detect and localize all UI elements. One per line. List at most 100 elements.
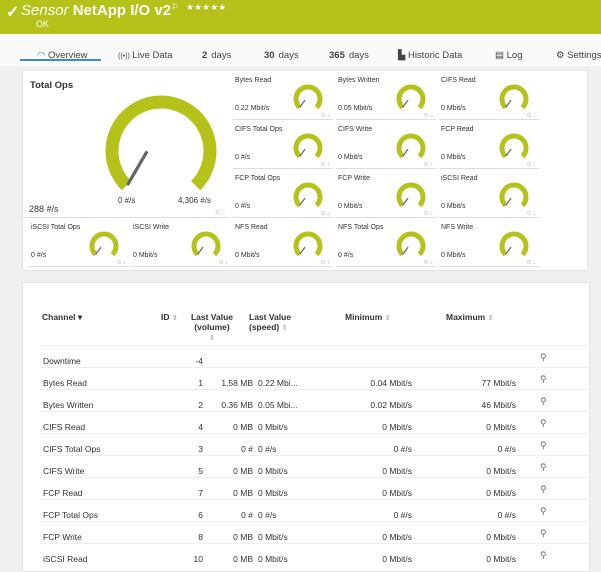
gauge-tile[interactable]: iSCSI Read 0 Mbit/s ⚙⊥ xyxy=(439,171,539,218)
gauge-name: FCP Read xyxy=(441,126,474,133)
table-row[interactable]: FCP Write 8 0 MB 0 Mbit/s 0 Mbit/s 0 Mbit/s ⚲ xyxy=(40,521,590,543)
gauge-needle xyxy=(299,197,306,206)
col-maximum[interactable]: Maximum ⇕ xyxy=(446,312,494,322)
cell: CIFS Read xyxy=(43,422,86,432)
gauge-needle xyxy=(197,246,204,255)
table-row[interactable]: Downtime -4 ⚲ xyxy=(40,345,590,367)
cell: 0 Mbit/s xyxy=(486,554,516,564)
gauge-value: 0 Mbit/s xyxy=(441,252,466,259)
channel-settings-icon[interactable]: ⚲ xyxy=(540,352,547,362)
cell: 0 Mbit/s xyxy=(258,488,288,498)
gauge-tile[interactable]: Bytes Written 0.05 Mbit/s ⚙⊥ xyxy=(336,73,436,120)
gauge-value: 0.05 Mbit/s xyxy=(338,105,373,112)
settings-pin-icon[interactable]: ⚙⊥ xyxy=(218,260,229,266)
settings-pin-icon[interactable]: ⚙⊥ xyxy=(320,162,331,168)
table-row[interactable]: FCP Total Ops 6 0 # 0 #/s 0 #/s 0 #/s ⚲ xyxy=(40,499,590,521)
gauge-tile[interactable]: NFS Total Ops 0 #/s ⚙⊥ xyxy=(336,220,436,267)
gauge-name: NFS Total Ops xyxy=(338,224,384,231)
gauge-tile[interactable]: FCP Read 0 Mbit/s ⚙⊥ xyxy=(439,122,539,169)
settings-pin-icon[interactable]: ⚙⊥ xyxy=(320,260,331,266)
channel-settings-icon[interactable]: ⚲ xyxy=(540,440,547,450)
settings-pin-icon[interactable]: ⚙⊥ xyxy=(116,260,127,266)
gauge-tile[interactable]: CIFS Read 0 Mbit/s ⚙⊥ xyxy=(439,73,539,120)
channel-settings-icon[interactable]: ⚲ xyxy=(540,396,547,406)
col-channel[interactable]: Channel ▾ xyxy=(42,312,83,322)
settings-pin-icon[interactable]: ⚙⊥ xyxy=(526,260,537,266)
settings-pin-icon[interactable]: ⚙⊥ xyxy=(320,211,331,217)
table-row[interactable]: CIFS Read 4 0 MB 0 Mbit/s 0 Mbit/s 0 Mbit/s ⚲ xyxy=(40,411,590,433)
tab-365-days[interactable]: 365 days xyxy=(329,50,369,61)
gauge-tile[interactable]: iSCSI Write 0 Mbit/s ⚙⊥ xyxy=(131,220,231,267)
main-gauge-max: 4,306 #/s xyxy=(178,196,211,205)
settings-pin-icon[interactable]: ⚙⊥ xyxy=(423,260,434,266)
table-row[interactable]: CIFS Total Ops 3 0 # 0 #/s 0 #/s 0 #/s ⚲ xyxy=(40,433,590,455)
gauge-arc xyxy=(89,231,119,257)
channel-settings-icon[interactable]: ⚲ xyxy=(540,374,547,384)
cell: 0.22 Mbi... xyxy=(258,378,298,388)
settings-pin-icon[interactable]: ⚙⊥ xyxy=(423,113,434,119)
tab-30-days[interactable]: 30 days xyxy=(264,50,299,61)
tab-settings[interactable]: ⚙ Settings xyxy=(556,50,601,61)
tab-log[interactable]: ▤ Log xyxy=(495,50,523,61)
priority-stars[interactable]: ★★★★★ xyxy=(186,2,227,12)
sort-icon: ⇕ xyxy=(171,315,178,322)
tab-overview[interactable]: ◠ Overview xyxy=(37,50,88,61)
gauge-needle xyxy=(505,148,512,157)
gauge-dial xyxy=(293,84,323,110)
cell: 0 Mbit/s xyxy=(258,554,288,564)
tab-historic-data[interactable]: ▙ Historic Data xyxy=(398,50,463,61)
gauge-tile[interactable]: Bytes Read 0.22 Mbit/s ⚙⊥ xyxy=(233,73,333,120)
col-minimum[interactable]: Minimum ⇕ xyxy=(345,312,391,322)
gauge-tile[interactable]: FCP Total Ops 0 #/s ⚙⊥ xyxy=(233,171,333,218)
gauge-tile[interactable]: CIFS Total Ops 0 #/s ⚙⊥ xyxy=(233,122,333,169)
col-last-value-speed[interactable]: Last Value (speed) ⇕ xyxy=(249,312,292,332)
settings-pin-icon[interactable]: ⚙⊥ xyxy=(526,113,537,119)
gauge-dial xyxy=(499,231,529,257)
gauge-name: Bytes Read xyxy=(235,77,272,84)
gauge-tile[interactable]: NFS Write 0 Mbit/s ⚙⊥ xyxy=(439,220,539,267)
settings-pin-icon[interactable]: ⚙⊥ xyxy=(215,210,226,216)
gauge-arc xyxy=(293,182,323,208)
table-row[interactable]: FCP Read 7 0 MB 0 Mbit/s 0 Mbit/s 0 Mbit/s ⚲ xyxy=(40,477,590,499)
col-id[interactable]: ID ⇕ xyxy=(161,312,178,322)
table-row[interactable]: iSCSI Read 10 0 MB 0 Mbit/s 0 Mbit/s 0 Mbit/s… xyxy=(40,543,590,565)
main-gauge[interactable]: Total Ops 288 #/s 0 #/s 4,306 #/s ⚙⊥ xyxy=(23,71,229,218)
channel-settings-icon[interactable]: ⚲ xyxy=(540,462,547,472)
gauge-value: 0 Mbit/s xyxy=(441,154,466,161)
channel-settings-icon[interactable]: ⚲ xyxy=(540,506,547,516)
gauge-needle xyxy=(95,246,102,255)
tab-live-data[interactable]: ((•)) Live Data xyxy=(118,50,173,61)
settings-pin-icon[interactable]: ⚙⊥ xyxy=(423,211,434,217)
settings-pin-icon[interactable]: ⚙⊥ xyxy=(423,162,434,168)
channel-settings-icon[interactable]: ⚲ xyxy=(540,528,547,538)
settings-pin-icon[interactable]: ⚙⊥ xyxy=(526,211,537,217)
active-tab-indicator xyxy=(20,59,101,61)
gauge-tile[interactable]: NFS Read 0 Mbit/s ⚙⊥ xyxy=(233,220,333,267)
channel-settings-icon[interactable]: ⚲ xyxy=(540,484,547,494)
channel-settings-icon[interactable]: ⚲ xyxy=(540,418,547,428)
gauge-tile[interactable]: CIFS Write 0 Mbit/s ⚙⊥ xyxy=(336,122,436,169)
channel-settings-icon[interactable]: ⚲ xyxy=(540,550,547,560)
settings-pin-icon[interactable]: ⚙⊥ xyxy=(526,162,537,168)
flag-icon[interactable]: ⚐ xyxy=(171,2,180,12)
cell: 7 xyxy=(198,488,203,498)
cell: 0 Mbit/s xyxy=(486,488,516,498)
gauge-name: iSCSI Total Ops xyxy=(31,224,81,231)
gear-icon: ⚙ xyxy=(556,50,565,61)
cell: iSCSI Read xyxy=(43,554,88,564)
cell: 0 Mbit/s xyxy=(486,532,516,542)
col-last-value-volume[interactable]: Last Value (volume) ⇕ xyxy=(190,312,234,342)
gauge-tile[interactable]: iSCSI Total Ops 0 #/s ⚙⊥ xyxy=(29,220,129,267)
table-row[interactable]: Bytes Written 2 0.36 MB 0.05 Mbi... 0.02 Mbi… xyxy=(40,389,590,411)
table-row[interactable]: CIFS Write 5 0 MB 0 Mbit/s 0 Mbit/s 0 Mbit/s ⚲ xyxy=(40,455,590,477)
gauge-dial xyxy=(396,133,426,159)
tab-2-days[interactable]: 2 days xyxy=(202,50,232,61)
cell: 0 Mbit/s xyxy=(382,532,412,542)
settings-pin-icon[interactable]: ⚙⊥ xyxy=(320,113,331,119)
gauge-tile[interactable]: FCP Write 0 Mbit/s ⚙⊥ xyxy=(336,171,436,218)
cell: 0 Mbit/s xyxy=(486,466,516,476)
gauge-value: 0 Mbit/s xyxy=(441,105,466,112)
table-row[interactable]: Bytes Read 1 1.58 MB 0.22 Mbi... 0.04 Mbit/s… xyxy=(40,367,590,389)
gauge-arc xyxy=(396,84,426,110)
gauge-value: 0 Mbit/s xyxy=(338,154,363,161)
